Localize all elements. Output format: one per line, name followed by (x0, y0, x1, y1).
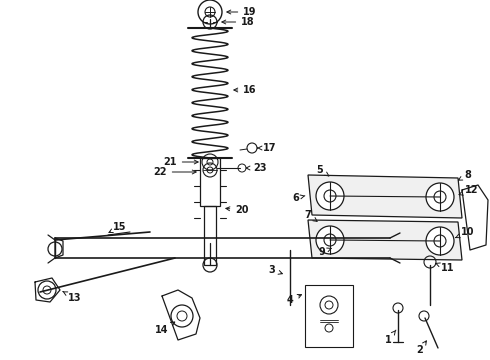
Text: 23: 23 (246, 163, 267, 173)
Polygon shape (308, 175, 462, 218)
Text: 8: 8 (459, 170, 471, 180)
Text: 19: 19 (227, 7, 257, 17)
Text: 12: 12 (459, 185, 479, 195)
Circle shape (316, 182, 344, 210)
Text: 16: 16 (234, 85, 257, 95)
Text: 13: 13 (63, 292, 82, 303)
Text: 1: 1 (385, 330, 396, 345)
Circle shape (316, 226, 344, 254)
Text: 15: 15 (109, 222, 127, 233)
Polygon shape (308, 220, 462, 260)
Bar (204, 206, 216, 265)
Text: 20: 20 (226, 205, 249, 215)
Text: 18: 18 (222, 17, 255, 27)
Text: 2: 2 (416, 341, 426, 355)
Circle shape (426, 183, 454, 211)
Text: 3: 3 (269, 265, 282, 275)
Text: 9: 9 (318, 247, 331, 257)
Text: 22: 22 (153, 167, 196, 177)
Text: 17: 17 (258, 143, 277, 153)
Bar (305, 285, 353, 347)
Text: 7: 7 (305, 210, 317, 221)
Text: 11: 11 (436, 263, 455, 273)
Text: 21: 21 (163, 157, 198, 167)
Circle shape (426, 227, 454, 255)
Bar (200, 158, 220, 206)
Text: 5: 5 (317, 165, 329, 176)
Text: 10: 10 (456, 227, 475, 238)
Text: 4: 4 (287, 294, 301, 305)
Text: 14: 14 (155, 322, 175, 335)
Text: 6: 6 (293, 193, 305, 203)
